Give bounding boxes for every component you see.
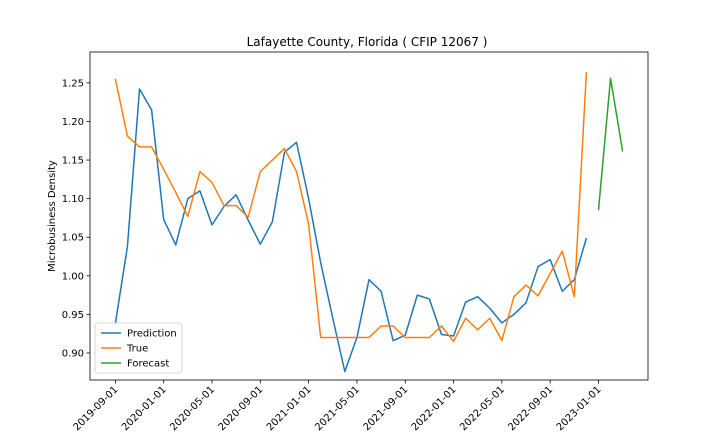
y-tick-label: 1.25 — [62, 78, 84, 89]
y-tick-label: 1.05 — [62, 233, 84, 244]
series-line-forecast — [597, 77, 624, 211]
y-tick-label: 1.20 — [62, 117, 84, 128]
plot-frame — [89, 51, 649, 381]
legend-label-true: True — [126, 344, 148, 355]
chart-title: Lafayette County, Florida ( CFIP 12067 ) — [247, 35, 488, 49]
series-lines — [114, 72, 624, 373]
legend: Prediction True Forecast — [94, 322, 183, 374]
y-tick-label: 0.90 — [62, 348, 84, 359]
y-tick-label: 1.10 — [62, 194, 84, 205]
series-line-true — [114, 72, 588, 343]
legend-label-prediction: Prediction — [127, 329, 177, 340]
y-tick-label: 0.95 — [62, 310, 84, 321]
y-axis-label: Microbusiness Density — [47, 160, 58, 272]
y-tick-label: 1.00 — [62, 271, 84, 282]
legend-box — [94, 322, 183, 374]
legend-label-forecast: Forecast — [127, 359, 169, 370]
y-tick-label: 1.15 — [62, 156, 84, 167]
